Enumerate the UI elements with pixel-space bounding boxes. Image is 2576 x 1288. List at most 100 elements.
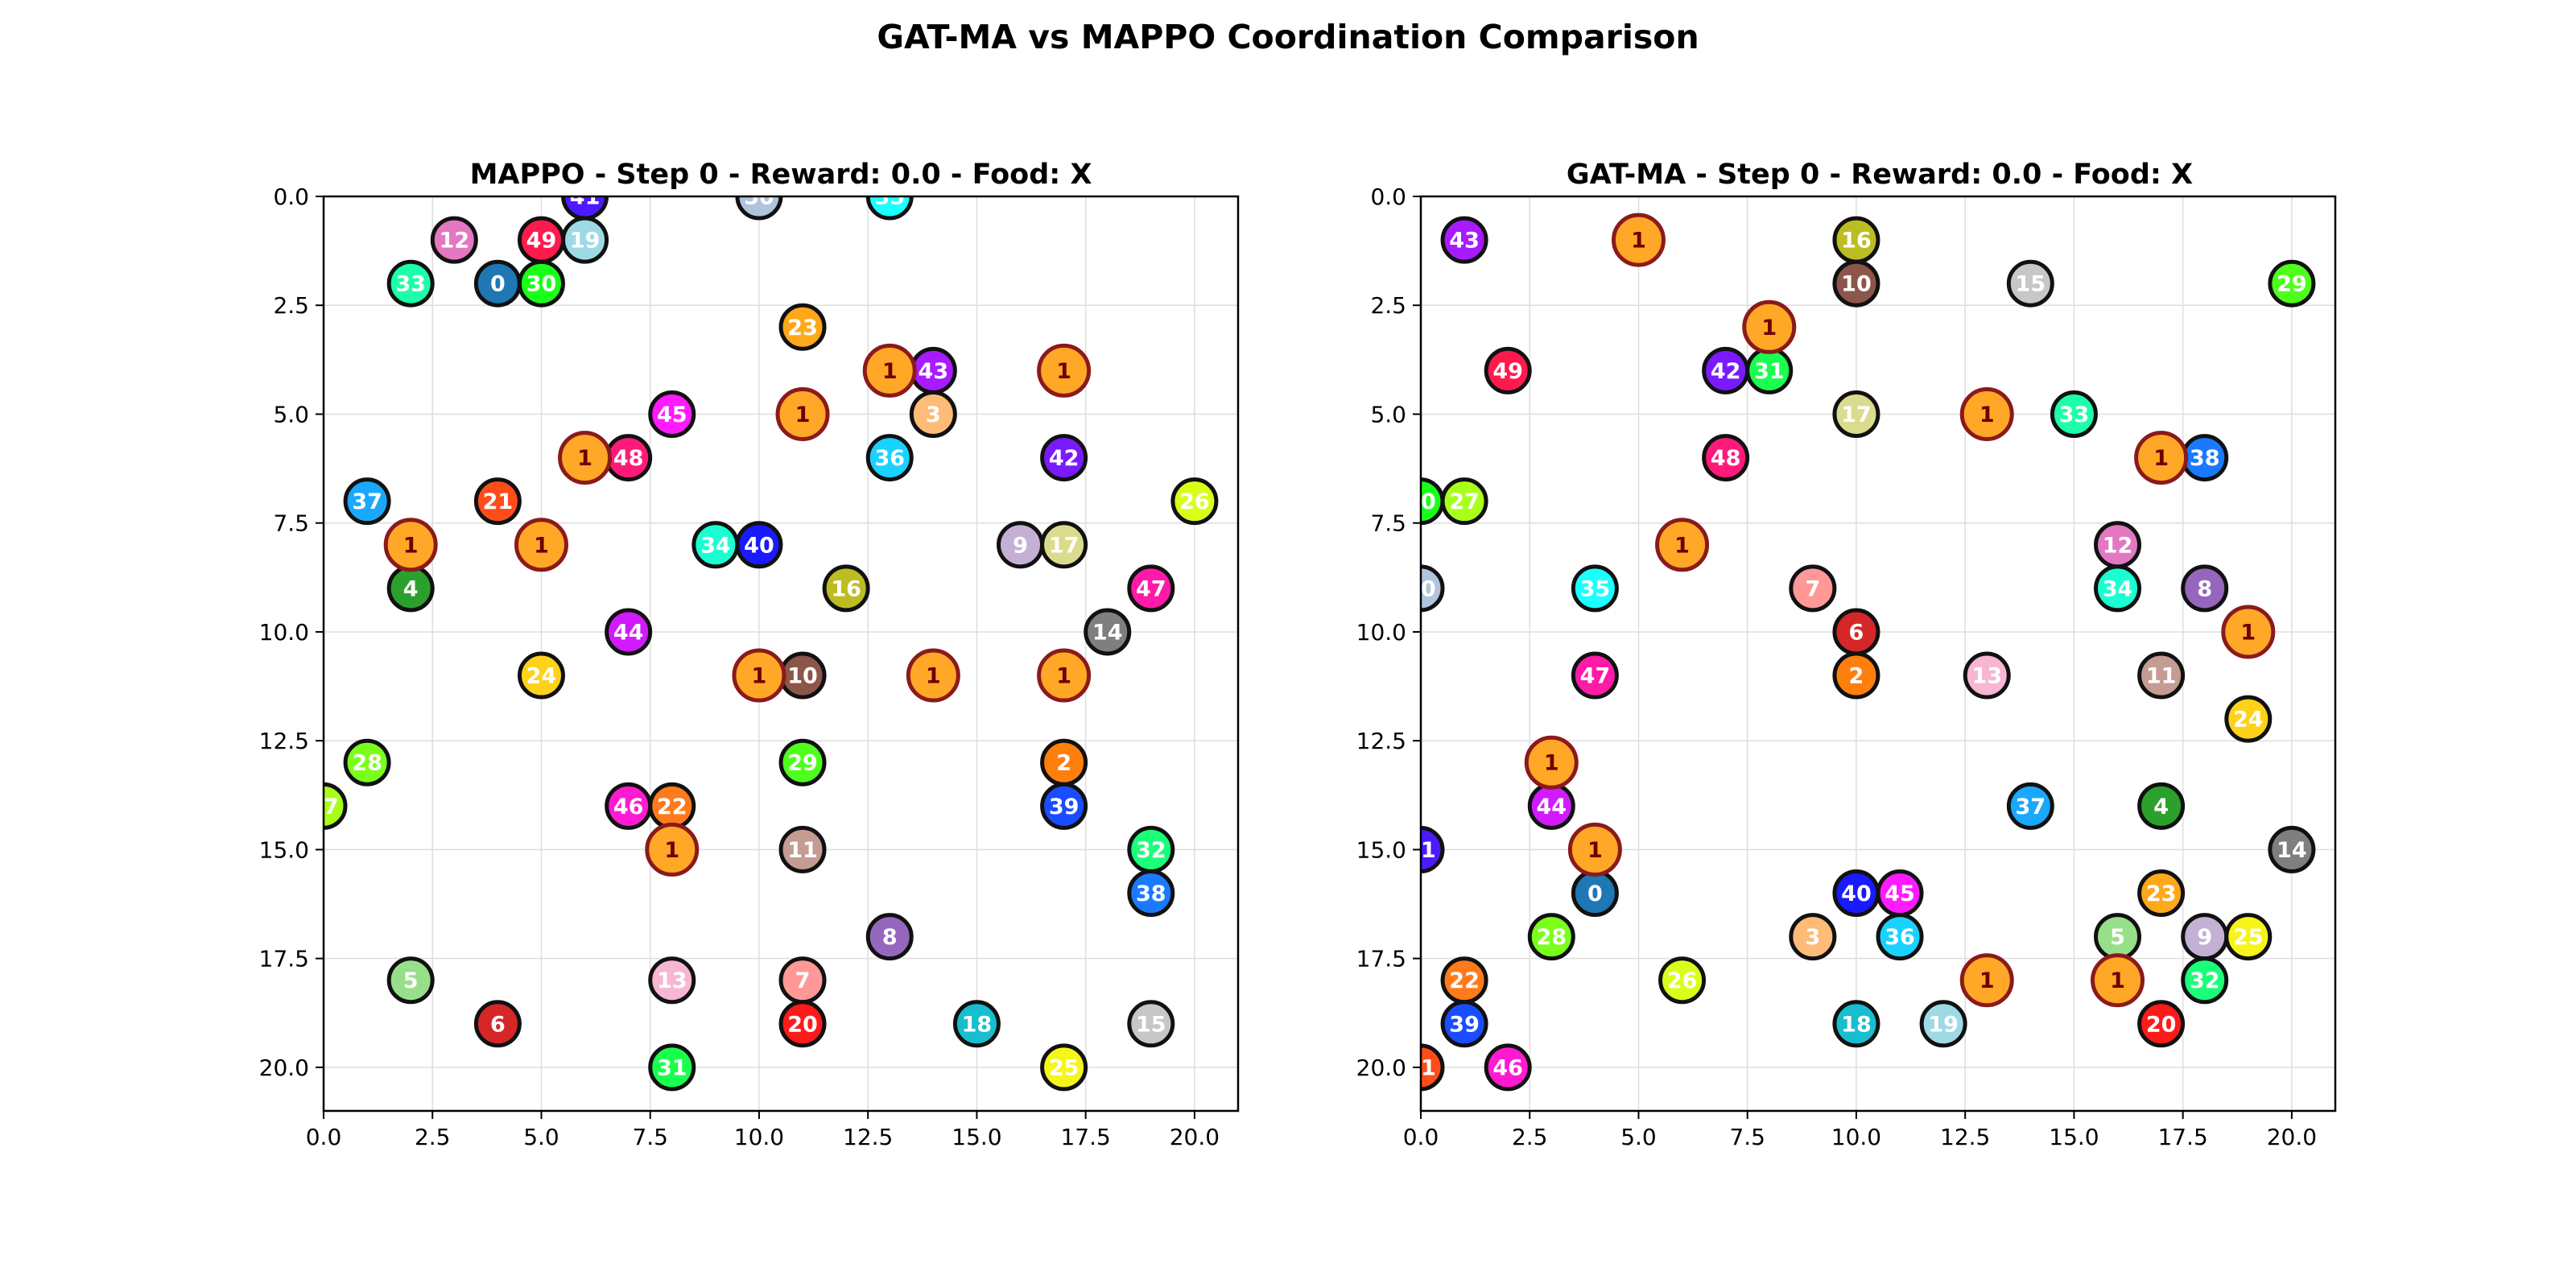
gatma-food-item: 1: [1742, 299, 1797, 354]
figure-title: GAT-MA vs MAPPO Coordination Comparison: [877, 18, 1699, 56]
gatma-agent-label: 20: [2146, 1012, 2177, 1037]
mappo-agent-label: 31: [657, 1055, 687, 1080]
mappo-agent-marker: [735, 196, 783, 221]
gatma-agent-2: 2: [1832, 651, 1880, 700]
mappo-agent-marker: [1040, 434, 1088, 482]
mappo-markers: 0234567891011121314151617181920212223242…: [324, 185, 1219, 1092]
gatma-agent-marker: [1440, 477, 1488, 526]
mappo-y-tick-label: 20.0: [259, 1055, 309, 1081]
gatma-agent-label: 44: [1536, 795, 1567, 819]
mappo-agent-label: 4: [403, 576, 419, 601]
mappo-agent-41: 41: [561, 196, 609, 221]
mappo-agent-label: 26: [1179, 489, 1210, 514]
gatma-agent-label: 8: [2197, 576, 2212, 601]
mappo-agent-marker: [778, 303, 827, 351]
gatma-agent-24: 24: [2224, 695, 2273, 743]
mappo-food-label: 1: [1056, 664, 1071, 689]
mappo-agent-label: 2: [1056, 751, 1071, 776]
gatma-agent-20: 20: [2137, 1000, 2186, 1048]
gatma-food-item: 1: [2221, 605, 2276, 659]
gatma-agent-marker: [2137, 1000, 2186, 1048]
gatma-agent-label: 21: [1406, 1055, 1436, 1080]
mappo-agent-label: 48: [613, 446, 644, 471]
mappo-agent-21: 21: [473, 477, 522, 526]
mappo-agent-label: 8: [882, 925, 898, 950]
gatma-food-marker: [1959, 953, 2014, 1008]
gatma-agent-label: 40: [1841, 881, 1872, 906]
gatma-agent-0: 0: [1571, 869, 1619, 918]
gatma-agent-marker: [1876, 913, 1924, 961]
gatma-food-item: 1: [1959, 953, 2014, 1008]
gatma-agent-marker: [2181, 564, 2229, 613]
gatma-agent-label: 17: [1841, 402, 1872, 427]
mappo-agent-10: 10: [778, 651, 827, 700]
mappo-agent-label: 30: [526, 272, 557, 297]
mappo-agent-label: 21: [483, 489, 514, 514]
gatma-agent-43: 43: [1440, 216, 1488, 264]
mappo-agent-label: 0: [490, 272, 506, 297]
mappo-agent-label: 36: [874, 446, 905, 471]
gatma-agent-label: 5: [2110, 925, 2125, 950]
gatma-agent-label: 50: [1406, 576, 1436, 601]
gatma-agent-50: 50: [1406, 564, 1445, 613]
gatma-y-tick-label: 2.5: [1370, 292, 1406, 319]
mappo-agent-marker: [343, 738, 391, 786]
mappo-agent-label: 35: [874, 185, 905, 210]
mappo-agent-label: 39: [1049, 795, 1080, 819]
gatma-agent-37: 37: [2006, 782, 2054, 830]
gatma-agent-marker: [1702, 434, 1750, 482]
mappo-food-marker: [383, 518, 438, 572]
gatma-food-label: 1: [1761, 316, 1777, 341]
gatma-agent-label: 45: [1885, 881, 1915, 906]
gatma-agent-label: 49: [1492, 359, 1523, 384]
mappo-food-marker: [1037, 648, 1092, 703]
gatma-food-item: 1: [2134, 431, 2189, 485]
mappo-agent-37: 37: [343, 477, 391, 526]
gatma-agent-marker: [2268, 259, 2316, 308]
mappo-agent-15: 15: [1127, 1000, 1175, 1048]
mappo-agent-9: 9: [997, 521, 1045, 569]
gatma-agent-marker: [1832, 259, 1880, 308]
mappo-agent-label: 13: [657, 968, 687, 993]
mappo-agent-label: 45: [657, 402, 687, 427]
mappo-agent-marker: [517, 651, 565, 700]
gatma-food-item: 1: [1524, 735, 1579, 790]
mappo-agent-17: 17: [1040, 521, 1088, 569]
gatma-agent-marker: [2181, 956, 2229, 1005]
mappo-agent-49: 49: [517, 216, 565, 264]
mappo-agent-33: 33: [386, 259, 435, 308]
mappo-agent-marker: [324, 782, 348, 830]
mappo-agent-30: 30: [517, 259, 565, 308]
gatma-agent-11: 11: [2137, 651, 2186, 700]
gatma-agent-marker: [2268, 825, 2316, 873]
gatma-food-label: 1: [1979, 402, 1995, 427]
mappo-x-tick-label: 7.5: [632, 1124, 668, 1150]
gatma-agent-label: 43: [1449, 229, 1480, 254]
mappo-y-tick-label: 12.5: [259, 728, 309, 754]
gatma-food-label: 1: [1631, 229, 1646, 254]
gatma-y-tick-label: 10.0: [1356, 619, 1406, 646]
gatma-agent-marker: [1832, 1000, 1880, 1048]
gatma-agent-36: 36: [1876, 913, 1924, 961]
mappo-agent-label: 19: [570, 229, 601, 254]
gatma-agent-label: 32: [2190, 968, 2220, 993]
mappo-agent-label: 33: [395, 272, 426, 297]
mappo-agent-marker: [778, 1000, 827, 1048]
gatma-agent-marker: [1421, 564, 1445, 613]
gatma-y-tick-label: 20.0: [1356, 1055, 1406, 1081]
mappo-food-label: 1: [664, 838, 679, 863]
mappo-agent-marker: [1127, 869, 1175, 918]
gatma-agent-17: 17: [1832, 390, 1880, 438]
gatma-agent-marker: [1832, 390, 1880, 438]
mappo-agent-label: 40: [744, 533, 774, 558]
gatma-agent-label: 42: [1711, 359, 1741, 384]
mappo-food-marker: [1037, 343, 1092, 398]
mappo-agent-35: 35: [865, 185, 914, 221]
mappo-agent-label: 3: [926, 402, 941, 427]
gatma-agent-marker: [1963, 651, 2011, 700]
gatma-agent-9: 9: [2181, 913, 2229, 961]
mappo-agent-marker: [1127, 564, 1175, 613]
mappo-agent-marker: [473, 477, 522, 526]
gatma-agent-label: 22: [1449, 968, 1480, 993]
gatma-agent-32: 32: [2181, 956, 2229, 1005]
